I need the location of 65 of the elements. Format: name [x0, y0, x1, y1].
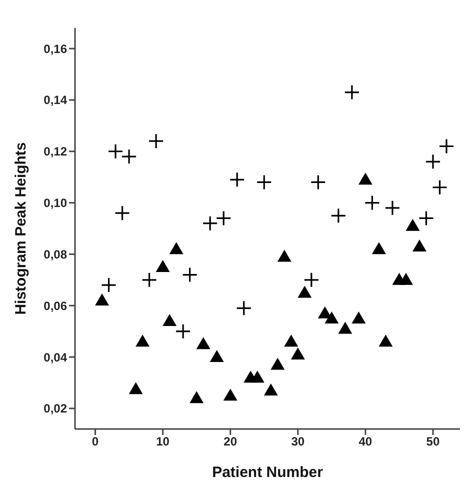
point: [284, 334, 298, 347]
y-tick-label: 0,04: [44, 350, 68, 364]
point: [142, 272, 158, 288]
point: [290, 347, 305, 360]
point: [196, 337, 210, 350]
point: [298, 286, 312, 298]
point: [352, 311, 366, 324]
point: [202, 216, 218, 232]
point: [114, 205, 130, 221]
point: [324, 311, 339, 324]
point: [425, 154, 441, 170]
point: [398, 272, 413, 285]
point: [384, 200, 400, 216]
point: [418, 210, 434, 226]
point: [277, 250, 292, 262]
point: [100, 277, 117, 293]
point: [128, 382, 143, 394]
point: [250, 370, 264, 383]
point: [256, 174, 272, 190]
point: [412, 239, 426, 252]
point: [223, 388, 238, 401]
y-tick-label: 0,06: [44, 298, 68, 313]
x-tick-label: 50: [426, 434, 440, 449]
y-axis-title: Histogram Peak Heights: [12, 142, 30, 315]
point: [108, 144, 124, 160]
point: [156, 260, 170, 272]
y-tick-label: 0,08: [44, 247, 68, 262]
point: [358, 172, 372, 185]
x-tick-label: 10: [156, 434, 170, 449]
point: [162, 314, 177, 326]
point: [406, 218, 420, 231]
point: [344, 84, 360, 100]
point: [175, 324, 191, 340]
point: [169, 242, 184, 254]
point: [210, 350, 224, 362]
point: [432, 180, 448, 196]
point: [310, 174, 326, 190]
x-tick-label: 40: [358, 434, 372, 449]
y-tick-label: 0,14: [44, 93, 68, 108]
y-tick-label: 0,12: [44, 144, 68, 159]
point: [148, 133, 164, 149]
point: [364, 194, 380, 211]
y-tick-label: 0,02: [44, 402, 68, 416]
point: [438, 138, 454, 154]
point: [95, 293, 110, 306]
point: [304, 272, 320, 288]
point: [121, 148, 137, 164]
point: [330, 208, 346, 224]
x-tick-label: 0: [92, 434, 99, 449]
point: [136, 334, 150, 347]
point: [216, 210, 232, 226]
point: [190, 391, 204, 404]
y-tick-label: 0,16: [44, 42, 68, 56]
point: [182, 266, 198, 283]
point: [270, 358, 285, 370]
point: [378, 334, 393, 347]
point: [229, 172, 245, 188]
point: [372, 242, 386, 254]
x-tick-label: 20: [224, 434, 238, 449]
x-tick-label: 30: [291, 434, 305, 449]
x-axis-title: Patient Number: [212, 464, 324, 481]
point: [236, 300, 252, 316]
point: [264, 383, 278, 396]
point: [338, 322, 352, 334]
y-tick-label: 0,10: [44, 196, 68, 210]
